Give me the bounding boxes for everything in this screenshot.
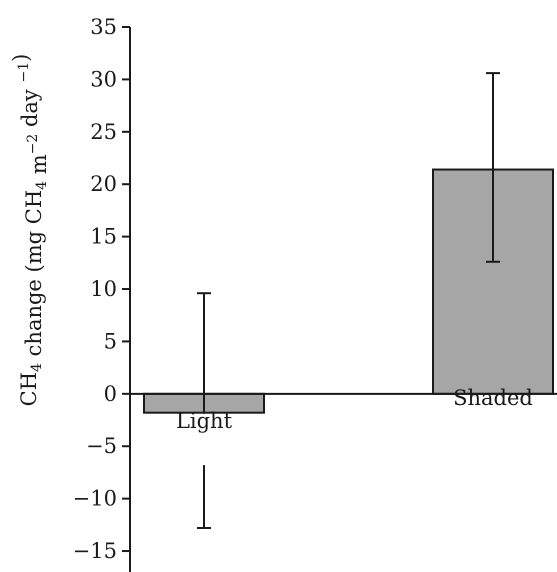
y-axis-title-part: day	[18, 83, 42, 134]
plot-area: 35 30 25 20 15 10 5 0 −5 −10 −15 Light Shaded	[73, 15, 557, 572]
y-axis-title-part: )	[9, 54, 33, 62]
y-tick-label: −15	[73, 539, 117, 563]
y-tick-label: 30	[90, 67, 117, 91]
y-tick-label: −5	[86, 434, 117, 458]
category-label: Shaded	[453, 386, 533, 410]
y-axis-title-part: 4	[29, 363, 45, 372]
y-axis-title-part: m	[27, 154, 51, 181]
y-tick-label: −10	[73, 487, 117, 511]
y-axis-title-part: −2	[25, 134, 41, 155]
y-axis-title-part: CH	[17, 372, 41, 406]
y-tick-label: 5	[104, 329, 117, 353]
y-tick-label: 0	[104, 382, 117, 406]
y-axis-title: CH4 change (mg CH4 m−2 day −1)	[9, 54, 51, 407]
y-axis-title-part: −1	[16, 62, 32, 83]
y-tick-label: 35	[90, 15, 117, 39]
y-tick-label: 20	[90, 172, 117, 196]
y-axis-title-part: 4	[34, 181, 50, 190]
category-label: Light	[176, 409, 233, 433]
y-tick-label: 15	[90, 225, 117, 249]
y-tick-label: 10	[90, 277, 117, 301]
y-axis-title-part: change (mg CH	[22, 190, 46, 363]
y-axis-title-group: CH4 change (mg CH4 m−2 day −1)	[9, 54, 51, 407]
y-tick-label: 25	[90, 120, 117, 144]
